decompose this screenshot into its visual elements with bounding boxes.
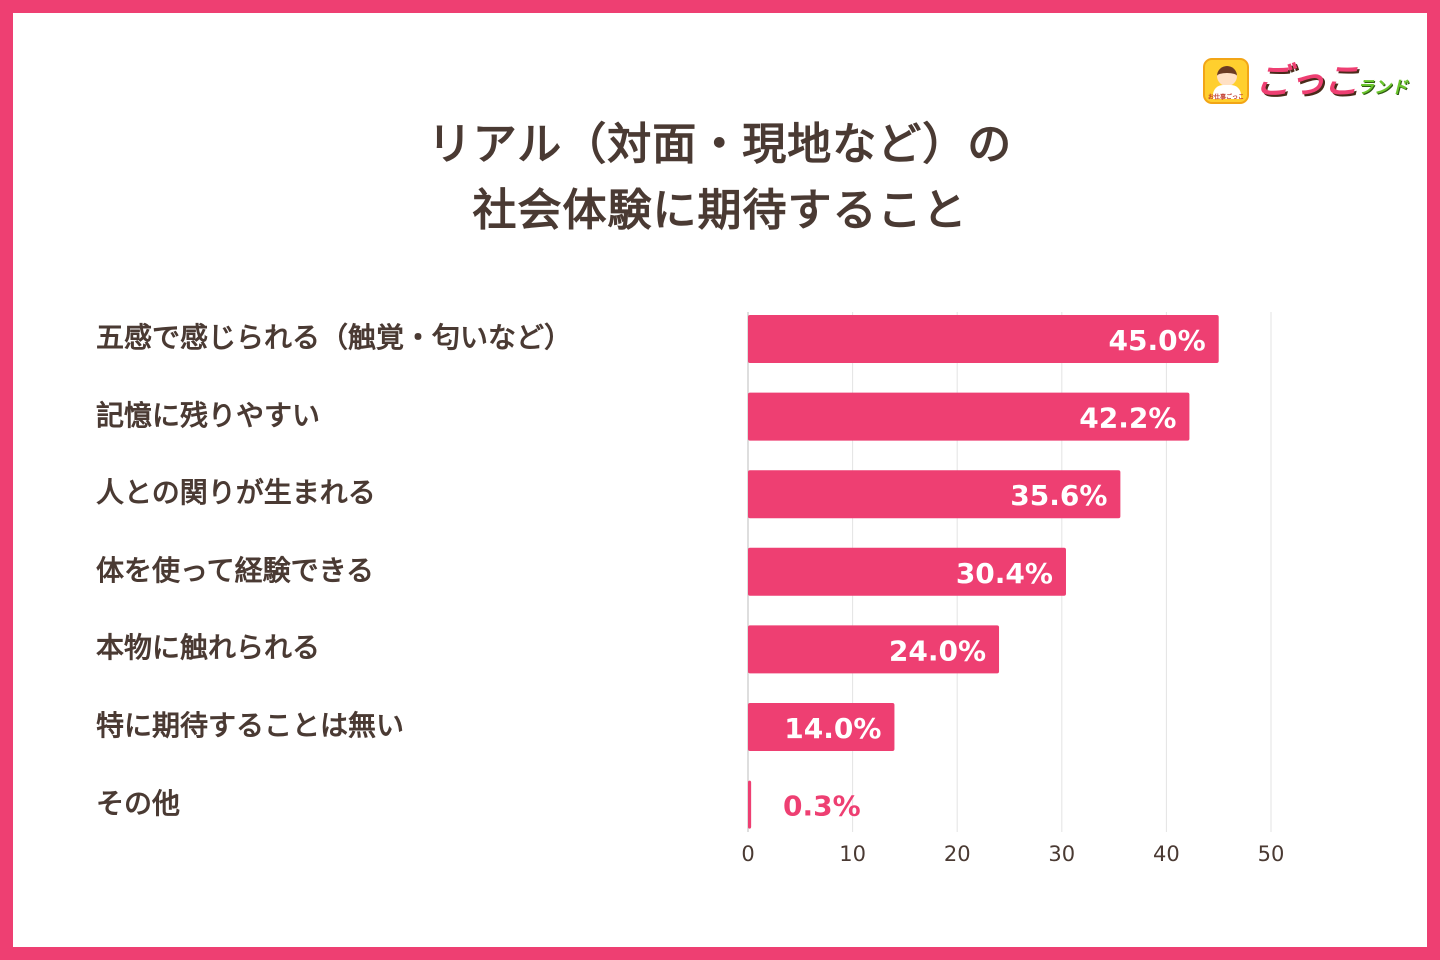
category-label-2: 人との関りが生まれる xyxy=(96,476,376,510)
data-label-3: 30.4% xyxy=(956,557,1053,590)
data-label-6: 0.3% xyxy=(783,790,861,823)
category-label-4: 本物に触れられる xyxy=(96,631,321,665)
bar-5 xyxy=(748,703,895,751)
chart-title-line-1: リアル（対面・現地など）の xyxy=(427,119,1013,170)
bar-6 xyxy=(748,780,752,829)
logo-character-face xyxy=(1217,66,1237,86)
x-tick-label-50: 50 xyxy=(1258,842,1285,866)
bar-1 xyxy=(748,392,1190,441)
bar-4 xyxy=(748,625,1000,674)
logo-icon-caption: お仕事ごっこ xyxy=(1207,94,1244,101)
data-label-4: 24.0% xyxy=(889,634,986,667)
data-label-1: 42.2% xyxy=(1079,402,1176,435)
category-label-6: その他 xyxy=(96,786,181,820)
x-tick-label-10: 10 xyxy=(839,842,866,866)
brand-logo: お仕事ごっこ ごっこランド xyxy=(1203,58,1408,108)
category-label-1: 記憶に残りやすい xyxy=(96,398,321,432)
data-label-5: 14.0% xyxy=(784,712,881,745)
logo-name: ごっこ xyxy=(1255,61,1359,102)
x-tick-label-40: 40 xyxy=(1153,842,1180,866)
category-label-3: 体を使って経験できる xyxy=(96,553,375,587)
bar-0 xyxy=(748,315,1219,363)
logo-app-icon: お仕事ごっこ xyxy=(1203,58,1249,104)
data-label-2: 35.6% xyxy=(1010,479,1107,512)
logo-wordmark: ごっこランド xyxy=(1255,60,1408,104)
x-tick-label-0: 0 xyxy=(741,842,754,866)
logo-name-suffix: ランド xyxy=(1357,78,1409,98)
x-tick-label-30: 30 xyxy=(1048,842,1075,866)
chart-title: リアル（対面・現地など）の 社会体験に期待すること xyxy=(0,112,1440,244)
data-label-0: 45.0% xyxy=(1109,324,1206,357)
x-tick-label-20: 20 xyxy=(944,842,971,866)
bar-3 xyxy=(748,547,1066,596)
category-label-5: 特に期待することは無い xyxy=(96,709,405,742)
logo-character-body xyxy=(1213,85,1241,99)
category-label-0: 五感で感じられる（触覚・匂いなど） xyxy=(96,321,573,354)
bar-2 xyxy=(748,470,1121,519)
chart-title-line-2: 社会体験に期待すること xyxy=(472,185,968,236)
